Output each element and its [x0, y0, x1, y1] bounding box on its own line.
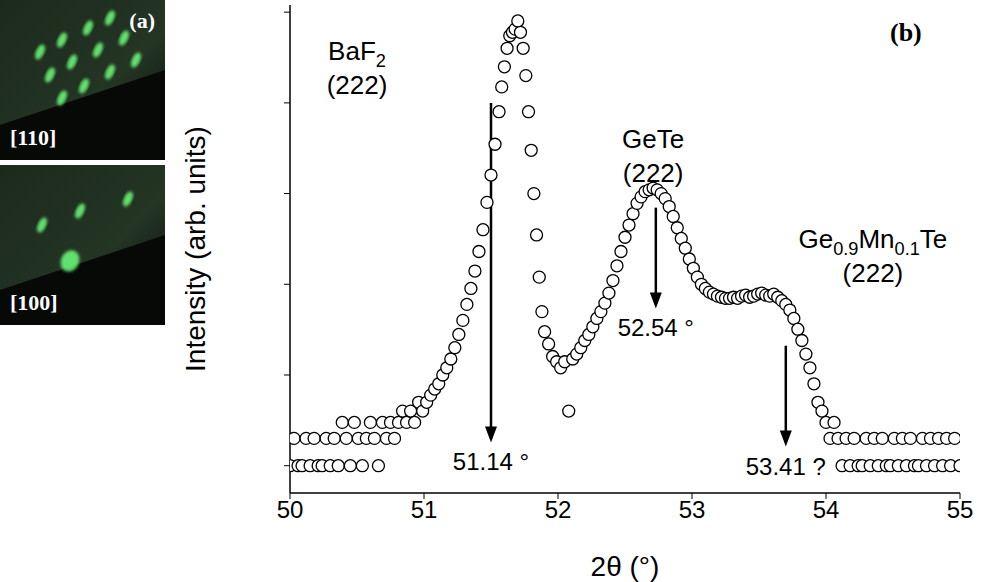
svg-text:BaF2: BaF2 [328, 36, 386, 71]
svg-text:50: 50 [277, 496, 304, 523]
svg-text:51.14 °: 51.14 ° [453, 448, 529, 475]
svg-text:[110]: [110] [10, 125, 56, 150]
svg-text:53.41 ?: 53.41 ? [746, 453, 826, 480]
svg-text:[100]: [100] [10, 290, 58, 315]
svg-text:(222): (222) [843, 258, 904, 288]
html-text:(b): (b) [890, 18, 922, 47]
svg-text:(222): (222) [327, 70, 388, 100]
svg-text:52.54 °: 52.54 ° [618, 314, 694, 341]
svg-text:Intensity (arb. units): Intensity (arb. units) [180, 126, 211, 372]
svg-text:Ge0.9Mn0.1Te: Ge0.9Mn0.1Te [798, 224, 947, 259]
svg-text:55: 55 [947, 496, 974, 523]
svg-text:(a): (a) [129, 8, 155, 33]
svg-text:54: 54 [813, 496, 840, 523]
svg-text:53: 53 [679, 496, 706, 523]
svg-text:51: 51 [411, 496, 438, 523]
svg-text:GeTe: GeTe [622, 124, 684, 154]
svg-text:2θ (°): 2θ (°) [591, 551, 660, 582]
svg-text:(222): (222) [623, 158, 684, 188]
svg-text:52: 52 [545, 496, 572, 523]
